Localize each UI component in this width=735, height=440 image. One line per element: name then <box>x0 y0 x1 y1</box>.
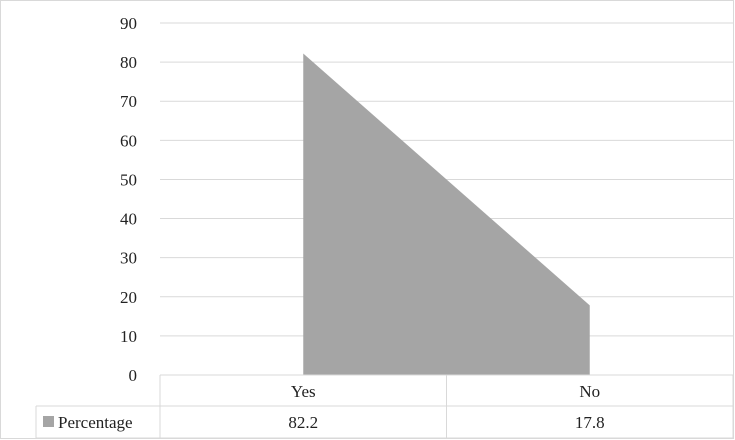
series-area-0 <box>303 53 590 376</box>
legend-key-swatch <box>43 416 54 427</box>
y-tick-label-70: 70 <box>120 92 137 111</box>
y-tick-label-10: 10 <box>120 327 137 346</box>
y-tick-label-90: 90 <box>120 14 137 33</box>
y-tick-label-50: 50 <box>120 170 137 189</box>
y-tick-label-40: 40 <box>120 210 137 229</box>
category-label-yes: Yes <box>291 382 316 401</box>
y-axis-tick-labels: 0 10 20 30 40 50 60 70 80 90 <box>120 14 137 385</box>
y-tick-label-30: 30 <box>120 249 137 268</box>
data-value-0: 82.2 <box>288 413 318 432</box>
legend-key-label: Percentage <box>58 413 133 432</box>
data-table: Yes No Percentage 82.2 17.8 <box>35 374 734 439</box>
gridlines <box>160 22 733 337</box>
category-label-no: No <box>579 382 600 401</box>
series-area-layer <box>303 53 590 376</box>
data-value-1: 17.8 <box>575 413 605 432</box>
y-tick-label-20: 20 <box>120 288 137 307</box>
y-tick-label-60: 60 <box>120 131 137 150</box>
y-tick-label-80: 80 <box>120 53 137 72</box>
y-tick-label-0: 0 <box>129 366 138 385</box>
